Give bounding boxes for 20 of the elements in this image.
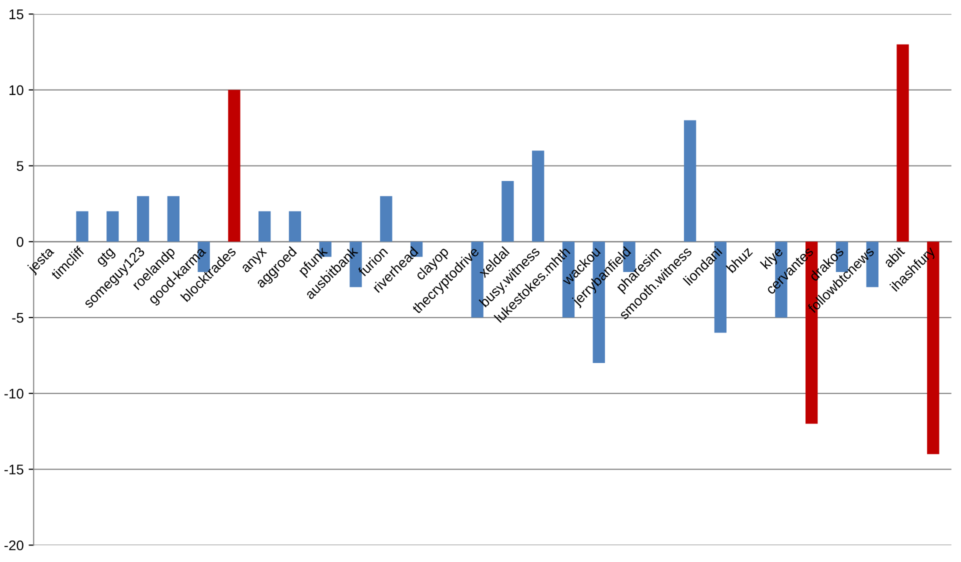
bar <box>258 211 271 242</box>
bar <box>76 211 88 242</box>
bar <box>502 180 514 242</box>
y-tick-label: -5 <box>12 313 24 323</box>
y-tick-label: 0 <box>16 236 24 247</box>
bar <box>380 196 392 242</box>
bar <box>684 120 696 242</box>
bar <box>106 211 119 242</box>
bar <box>896 44 909 242</box>
bar <box>532 150 544 242</box>
y-tick-label: 15 <box>10 10 24 20</box>
y-tick-label: 5 <box>16 161 24 171</box>
bar <box>167 196 180 242</box>
bar <box>228 90 240 242</box>
y-tick-label: -10 <box>4 388 24 399</box>
bar <box>136 196 150 242</box>
y-tick-label: -20 <box>4 540 24 550</box>
y-tick-label: -15 <box>4 464 24 474</box>
bar <box>288 211 302 242</box>
y-tick-label: 10 <box>10 85 24 96</box>
